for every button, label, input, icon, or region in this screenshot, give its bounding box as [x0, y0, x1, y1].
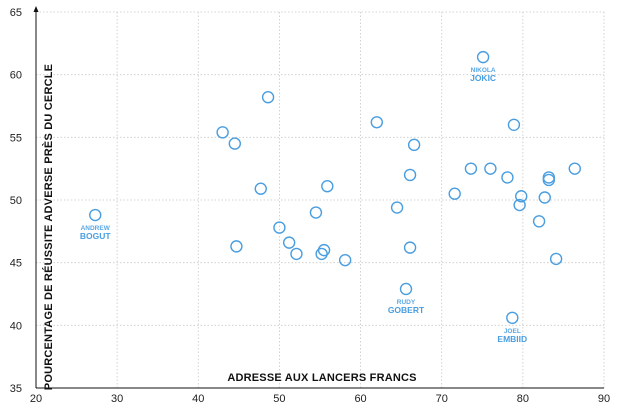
- y-tick-label: 55: [10, 132, 22, 144]
- x-tick-label: 30: [111, 393, 123, 405]
- scatter-point: [407, 138, 421, 152]
- x-tick-label: 40: [192, 393, 204, 405]
- player-last-name: BOGUT: [80, 231, 112, 241]
- scatter-point: [448, 187, 461, 200]
- player-last-name: GOBERT: [388, 305, 425, 315]
- scatter-point: [282, 236, 296, 249]
- scatter-point: [273, 221, 286, 234]
- x-tick-label: 80: [517, 393, 529, 405]
- scatter-point: [261, 91, 275, 104]
- scatter-point: [390, 201, 404, 214]
- x-axis-title: ADRESSE AUX LANCERS FRANCS: [227, 372, 416, 384]
- player-first-name: ANDREW: [81, 225, 111, 232]
- y-tick-label: 60: [10, 70, 22, 82]
- data-points: [89, 50, 581, 325]
- scatter-point: [216, 126, 229, 139]
- scatter-point: [513, 198, 526, 212]
- y-tick-labels: 35 40 45 50 55 60 65: [10, 7, 22, 395]
- scatter-point: [549, 252, 563, 266]
- scatter-point: [403, 241, 417, 254]
- scatter-point: [476, 50, 490, 64]
- x-tick-label: 90: [598, 393, 610, 405]
- scatter-point: [403, 168, 417, 182]
- x-tick-label: 20: [30, 393, 42, 405]
- grid-lines: [36, 11, 605, 388]
- scatter-point: [507, 118, 521, 132]
- scatter-point: [399, 282, 413, 296]
- scatter-point: [315, 247, 328, 261]
- scatter-point: [230, 240, 243, 253]
- scatter-point: [321, 180, 334, 193]
- y-tick-label: 50: [10, 195, 22, 207]
- scatter-point: [254, 182, 267, 195]
- scatter-point: [532, 215, 546, 228]
- y-tick-label: 45: [10, 258, 22, 270]
- scatter-point: [370, 116, 383, 129]
- player-first-name: RUDY: [397, 299, 416, 306]
- scatter-point: [538, 191, 551, 204]
- player-first-name: JOEL: [504, 328, 521, 335]
- x-tick-label: 70: [436, 393, 448, 405]
- scatter-point: [309, 206, 323, 219]
- x-tick-label: 50: [273, 393, 285, 405]
- axes: [33, 6, 604, 389]
- scatter-point: [317, 243, 331, 257]
- y-tick-label: 65: [10, 7, 22, 19]
- scatter-point: [542, 173, 556, 187]
- x-tick-label: 60: [354, 393, 366, 405]
- scatter-point: [501, 171, 514, 184]
- scatter-point: [89, 208, 102, 222]
- scatter-point: [542, 171, 556, 184]
- scatter-point: [464, 162, 478, 175]
- scatter-point: [568, 162, 581, 175]
- player-last-name: JOKIC: [470, 73, 496, 83]
- scatter-point: [484, 162, 497, 175]
- y-axis-title: POURCENTAGE DE RÉUSSITE ADVERSE PRÈS DU …: [42, 64, 55, 390]
- scatter-point: [515, 190, 528, 203]
- scatter-point: [228, 137, 242, 150]
- y-tick-label: 40: [10, 320, 22, 332]
- scatter-point: [338, 253, 352, 267]
- y-axis-arrow: [33, 6, 39, 12]
- scatter-point: [290, 247, 303, 261]
- player-last-name: EMBIID: [497, 334, 527, 344]
- player-first-name: NIKOLA: [471, 67, 496, 74]
- scatter-point: [506, 311, 519, 325]
- x-tick-labels: 20 30 40 50 60 70 80 90: [30, 393, 610, 405]
- y-tick-label: 35: [10, 383, 22, 395]
